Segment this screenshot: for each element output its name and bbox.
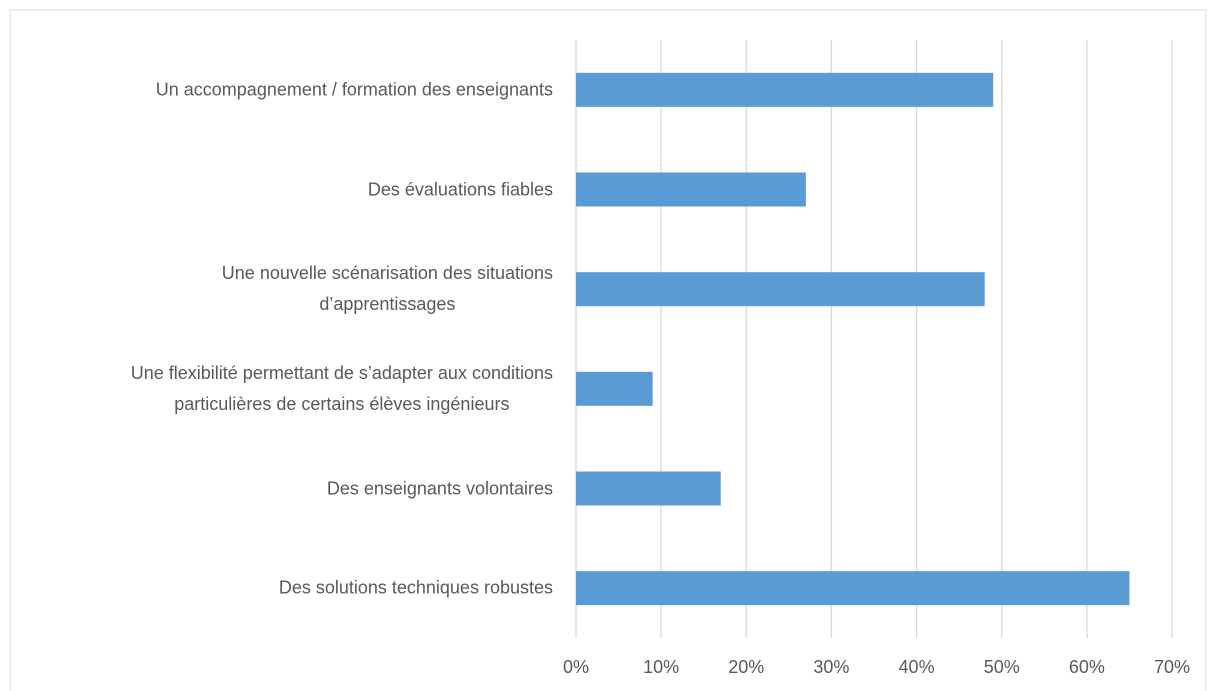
y-tick-label: Des évaluations fiables xyxy=(367,179,553,199)
bar xyxy=(576,571,1130,606)
bar xyxy=(576,72,994,107)
x-tick-label: 60% xyxy=(1069,657,1105,677)
bar xyxy=(576,272,985,307)
y-tick-label: Une flexibilité permettant de s’adapter … xyxy=(130,362,553,414)
x-tick-label: 50% xyxy=(984,657,1020,677)
y-tick-label: Des solutions techniques robustes xyxy=(278,577,553,598)
x-tick-label: 10% xyxy=(643,657,679,677)
x-tick-label: 70% xyxy=(1154,657,1190,677)
x-tick-label: 40% xyxy=(899,657,935,677)
chart-frame xyxy=(9,9,1207,691)
bar xyxy=(576,471,721,506)
bar xyxy=(576,172,806,207)
bar xyxy=(576,371,653,406)
y-tick-label: Un accompagnement / formation des enseig… xyxy=(155,79,553,100)
y-tick-label: Une nouvelle scénarisation des situation… xyxy=(221,263,553,315)
y-tick-label: Des enseignants volontaires xyxy=(326,478,553,498)
x-tick-label: 20% xyxy=(728,657,764,677)
x-tick-label: 30% xyxy=(813,657,849,677)
x-tick-label: 0% xyxy=(563,657,589,677)
